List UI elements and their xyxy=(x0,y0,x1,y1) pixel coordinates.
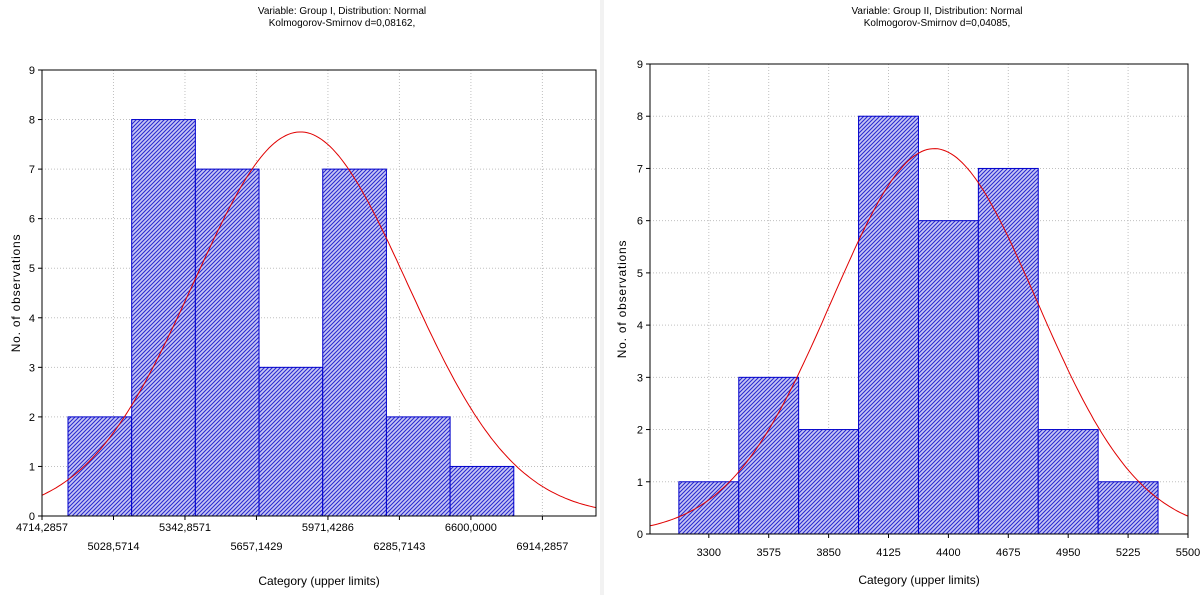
y-tick-label: 6 xyxy=(637,216,643,228)
panel-divider xyxy=(600,0,604,595)
chart-title-box: Variable: Group II, Distribution: Normal… xyxy=(772,0,1102,52)
y-tick-label: 9 xyxy=(29,65,35,77)
histogram-bar xyxy=(858,115,919,535)
x-tick-label: 4125 xyxy=(876,547,900,559)
y-axis-label: No. of observations xyxy=(615,240,629,359)
histogram-group-1: 0 1 2 3 4 5 6 7 8 9 4714,2857 5342,8571 5971,4286 660… xyxy=(9,65,597,588)
y-tick-label: 4 xyxy=(637,320,643,332)
x-tick-label: 5500 xyxy=(1176,547,1200,559)
x-tick-label: 4714,2857 xyxy=(16,522,68,534)
histogram-bar xyxy=(977,167,1039,535)
y-tick-label: 9 xyxy=(637,59,643,71)
y-tick-label: 7 xyxy=(29,164,35,176)
chart-panel-group-2: Variable: Group II, Distribution: Normal… xyxy=(604,0,1200,595)
y-tick-label: 2 xyxy=(637,425,643,437)
histogram-bar xyxy=(917,220,979,535)
normal-fit-curve xyxy=(649,148,1189,527)
y-axis-ticks: 0 1 2 3 4 5 6 7 8 9 xyxy=(637,59,650,541)
x-tick-label: 6600,0000 xyxy=(445,522,497,534)
chart-subtitle: Kolmogorov-Smirnov d=0,04085, xyxy=(863,18,1011,29)
y-tick-label: 0 xyxy=(29,511,35,523)
x-tick-label: 4400 xyxy=(936,547,960,559)
histogram-bar xyxy=(258,366,324,517)
x-tick-label: 3850 xyxy=(816,547,840,559)
histogram-bar xyxy=(131,119,196,517)
histogram-bar xyxy=(449,465,515,517)
chart-title-box: Variable: Group I, Distribution: Normal … xyxy=(177,0,507,61)
y-tick-label: 1 xyxy=(29,461,35,473)
y-tick-label: 5 xyxy=(637,268,643,280)
y-tick-label: 2 xyxy=(29,412,35,424)
y-tick-label: 7 xyxy=(637,163,643,175)
histogram-bar xyxy=(1037,429,1099,535)
chart-panel-group-1: Variable: Group I, Distribution: Normal … xyxy=(9,0,597,588)
histogram-bar xyxy=(67,416,133,517)
histogram-bar xyxy=(322,168,387,517)
chart-title: Variable: Group II, Distribution: Normal xyxy=(851,6,1023,17)
y-tick-label: 0 xyxy=(637,529,643,541)
y-tick-label: 3 xyxy=(29,362,35,374)
x-axis-label: Category (upper limits) xyxy=(258,574,379,588)
x-axis-ticks: 4714,2857 5342,8571 5971,4286 6600,0000 5028… xyxy=(16,516,568,553)
x-tick-label: 5971,4286 xyxy=(302,522,354,534)
chart-subtitle: Kolmogorov-Smirnov d=0,08162, xyxy=(268,18,416,29)
y-tick-label: 6 xyxy=(29,214,35,226)
histogram-bar xyxy=(798,429,860,535)
bars xyxy=(678,115,1159,535)
x-tick-label: 5225 xyxy=(1116,547,1140,559)
histogram-group-2: 0 1 2 3 4 5 6 7 8 9 3300 3575 3850 4125 4400 4675 4950 52… xyxy=(615,59,1200,587)
histogram-bar xyxy=(194,168,260,517)
x-tick-label: 4675 xyxy=(996,547,1020,559)
x-axis-ticks: 3300 3575 3850 4125 4400 4675 4950 5225 5500 xyxy=(697,534,1200,559)
histogram-bar xyxy=(678,481,740,535)
plot-frame xyxy=(649,63,1189,535)
x-tick-label: 3300 xyxy=(697,547,721,559)
histogram-bar xyxy=(1097,481,1159,535)
x-axis-label: Category (upper limits) xyxy=(858,573,979,587)
y-tick-label: 8 xyxy=(29,115,35,127)
y-tick-label: 4 xyxy=(29,313,35,325)
x-tick-label: 5342,8571 xyxy=(159,522,211,534)
x-tick-label: 6285,7143 xyxy=(373,541,425,553)
y-tick-label: 8 xyxy=(637,111,643,123)
x-tick-label: 3575 xyxy=(756,547,780,559)
histogram-bar xyxy=(385,416,451,517)
x-tick-label: 5657,1429 xyxy=(230,541,282,553)
y-tick-label: 3 xyxy=(637,372,643,384)
y-axis-label: No. of observations xyxy=(9,234,23,353)
chart-title: Variable: Group I, Distribution: Normal xyxy=(257,6,427,17)
x-tick-label: 4950 xyxy=(1056,547,1080,559)
plot-frame xyxy=(41,69,597,517)
bars xyxy=(67,119,515,517)
y-axis-ticks: 0 1 2 3 4 5 6 7 8 9 xyxy=(29,65,42,523)
y-tick-label: 1 xyxy=(637,477,643,489)
normal-fit-curve xyxy=(41,131,597,509)
x-tick-label: 5028,5714 xyxy=(87,541,139,553)
histogram-bar xyxy=(738,376,800,535)
x-tick-label: 6914,2857 xyxy=(516,541,568,553)
y-tick-label: 5 xyxy=(29,263,35,275)
